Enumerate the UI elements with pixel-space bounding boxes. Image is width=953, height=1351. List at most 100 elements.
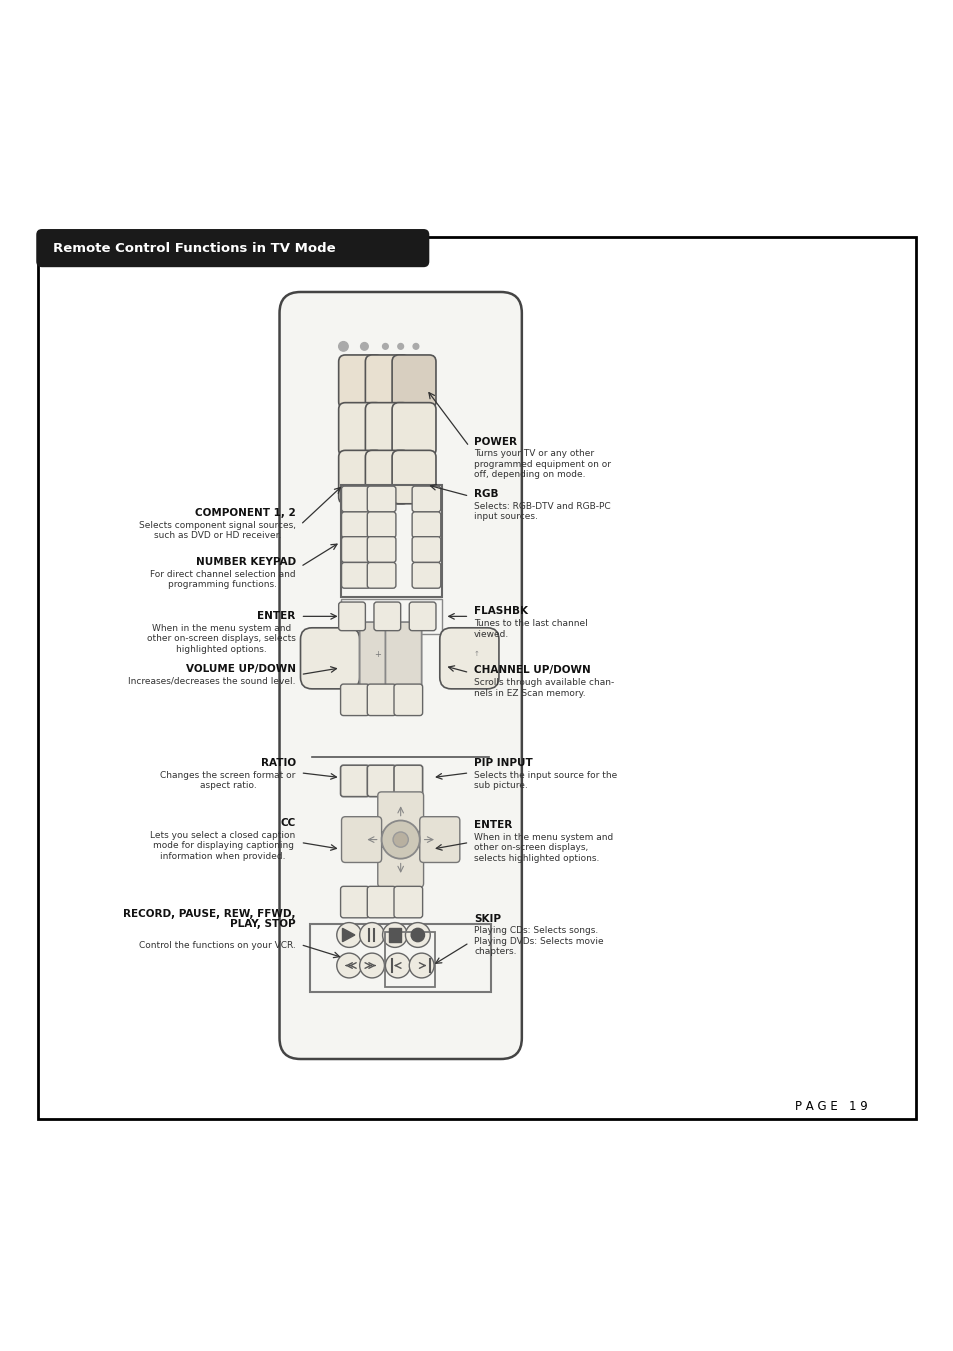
FancyBboxPatch shape (412, 512, 440, 538)
Bar (310, 924, 491, 992)
Circle shape (413, 343, 418, 349)
Text: FLASHBK: FLASHBK (474, 607, 528, 616)
Text: Scrolls through available chan-
nels in EZ Scan memory.: Scrolls through available chan- nels in … (474, 678, 614, 697)
Text: Selects the input source for the
sub picture.: Selects the input source for the sub pic… (474, 771, 617, 790)
Text: ENTER: ENTER (257, 611, 295, 621)
Circle shape (336, 952, 361, 978)
FancyBboxPatch shape (36, 230, 429, 267)
FancyBboxPatch shape (367, 512, 395, 538)
FancyBboxPatch shape (367, 765, 395, 797)
FancyBboxPatch shape (412, 486, 440, 512)
Text: PIP INPUT: PIP INPUT (474, 758, 533, 767)
Circle shape (397, 343, 403, 349)
Polygon shape (342, 928, 355, 942)
FancyBboxPatch shape (38, 236, 915, 1119)
Text: When in the menu system and
other on-screen displays,
selects highlighted option: When in the menu system and other on-scr… (474, 834, 613, 863)
FancyBboxPatch shape (367, 562, 395, 588)
Text: When in the menu system and
other on-screen displays, selects
highlighted option: When in the menu system and other on-scr… (147, 624, 295, 654)
Text: CHANNEL UP/DOWN: CHANNEL UP/DOWN (474, 666, 590, 676)
Text: Tunes to the last channel
viewed.: Tunes to the last channel viewed. (474, 619, 587, 639)
Circle shape (382, 923, 407, 947)
FancyBboxPatch shape (300, 628, 359, 689)
Text: Control the functions on your VCR.: Control the functions on your VCR. (139, 940, 295, 950)
Circle shape (382, 343, 388, 349)
Text: ↑: ↑ (474, 651, 479, 657)
FancyBboxPatch shape (367, 886, 395, 917)
Text: CC: CC (280, 819, 295, 828)
FancyBboxPatch shape (412, 562, 440, 588)
Text: RGB: RGB (474, 489, 498, 499)
Text: For direct channel selection and
programming functions.: For direct channel selection and program… (150, 570, 295, 589)
FancyBboxPatch shape (377, 847, 423, 888)
Bar (340, 485, 441, 597)
Circle shape (405, 923, 430, 947)
Text: COMPONENT 1, 2: COMPONENT 1, 2 (194, 508, 295, 517)
Text: POWER: POWER (474, 436, 517, 447)
FancyBboxPatch shape (394, 684, 422, 716)
FancyBboxPatch shape (341, 512, 370, 538)
Circle shape (393, 832, 408, 847)
Text: +: + (374, 650, 381, 659)
FancyBboxPatch shape (338, 355, 382, 408)
Circle shape (381, 820, 419, 859)
FancyBboxPatch shape (392, 403, 436, 457)
Circle shape (459, 636, 494, 670)
Text: ENTER: ENTER (474, 820, 512, 830)
Circle shape (359, 923, 384, 947)
FancyBboxPatch shape (365, 403, 409, 457)
FancyBboxPatch shape (279, 292, 521, 1059)
FancyBboxPatch shape (385, 621, 421, 694)
Circle shape (336, 923, 361, 947)
Text: Changes the screen format or
aspect ratio.: Changes the screen format or aspect rati… (160, 771, 295, 790)
Text: P A G E   1 9: P A G E 1 9 (795, 1100, 867, 1113)
FancyBboxPatch shape (365, 450, 409, 504)
Text: NUMBER KEYPAD: NUMBER KEYPAD (195, 557, 295, 566)
Circle shape (385, 952, 410, 978)
Text: RECORD, PAUSE, REW, FFWD,: RECORD, PAUSE, REW, FFWD, (123, 909, 295, 919)
Text: SKIP: SKIP (474, 913, 500, 924)
Text: Increases/decreases the sound level.: Increases/decreases the sound level. (128, 677, 295, 685)
FancyBboxPatch shape (409, 603, 436, 631)
FancyBboxPatch shape (367, 536, 395, 562)
FancyBboxPatch shape (367, 486, 395, 512)
FancyBboxPatch shape (341, 562, 370, 588)
Text: PLAY, STOP: PLAY, STOP (230, 919, 295, 929)
FancyBboxPatch shape (340, 765, 369, 797)
FancyBboxPatch shape (367, 684, 395, 716)
FancyBboxPatch shape (365, 355, 409, 408)
FancyBboxPatch shape (341, 536, 370, 562)
FancyBboxPatch shape (377, 792, 423, 832)
Bar (389, 928, 400, 942)
FancyBboxPatch shape (338, 603, 365, 631)
Circle shape (359, 952, 384, 978)
FancyBboxPatch shape (392, 355, 436, 408)
Circle shape (409, 952, 434, 978)
Text: Selects component signal sources,
such as DVD or HD receiver.: Selects component signal sources, such a… (138, 521, 295, 540)
Text: Selects: RGB-DTV and RGB-PC
input sources.: Selects: RGB-DTV and RGB-PC input source… (474, 501, 610, 521)
FancyBboxPatch shape (392, 450, 436, 504)
FancyBboxPatch shape (341, 486, 370, 512)
Text: Lets you select a closed caption
mode for displaying captioning
information when: Lets you select a closed caption mode fo… (151, 831, 295, 861)
Bar (340, 600, 441, 634)
Text: RATIO: RATIO (260, 758, 295, 767)
FancyBboxPatch shape (340, 886, 369, 917)
Circle shape (338, 342, 348, 351)
FancyBboxPatch shape (394, 886, 422, 917)
Text: Turns your TV or any other
programmed equipment on or
off, depending on mode.: Turns your TV or any other programmed eq… (474, 450, 611, 480)
FancyBboxPatch shape (338, 403, 382, 457)
FancyBboxPatch shape (394, 765, 422, 797)
FancyBboxPatch shape (359, 621, 395, 694)
FancyBboxPatch shape (419, 817, 459, 862)
Text: Remote Control Functions in TV Mode: Remote Control Functions in TV Mode (53, 242, 335, 254)
FancyBboxPatch shape (439, 628, 498, 689)
FancyBboxPatch shape (341, 817, 381, 862)
Bar (385, 932, 435, 988)
FancyBboxPatch shape (412, 536, 440, 562)
Circle shape (360, 343, 368, 350)
Circle shape (411, 928, 424, 942)
Text: VOLUME UP/DOWN: VOLUME UP/DOWN (186, 663, 295, 674)
FancyBboxPatch shape (374, 603, 400, 631)
Text: Playing CDs: Selects songs.
Playing DVDs: Selects movie
chapters.: Playing CDs: Selects songs. Playing DVDs… (474, 927, 603, 957)
FancyBboxPatch shape (338, 450, 382, 504)
FancyBboxPatch shape (340, 684, 369, 716)
